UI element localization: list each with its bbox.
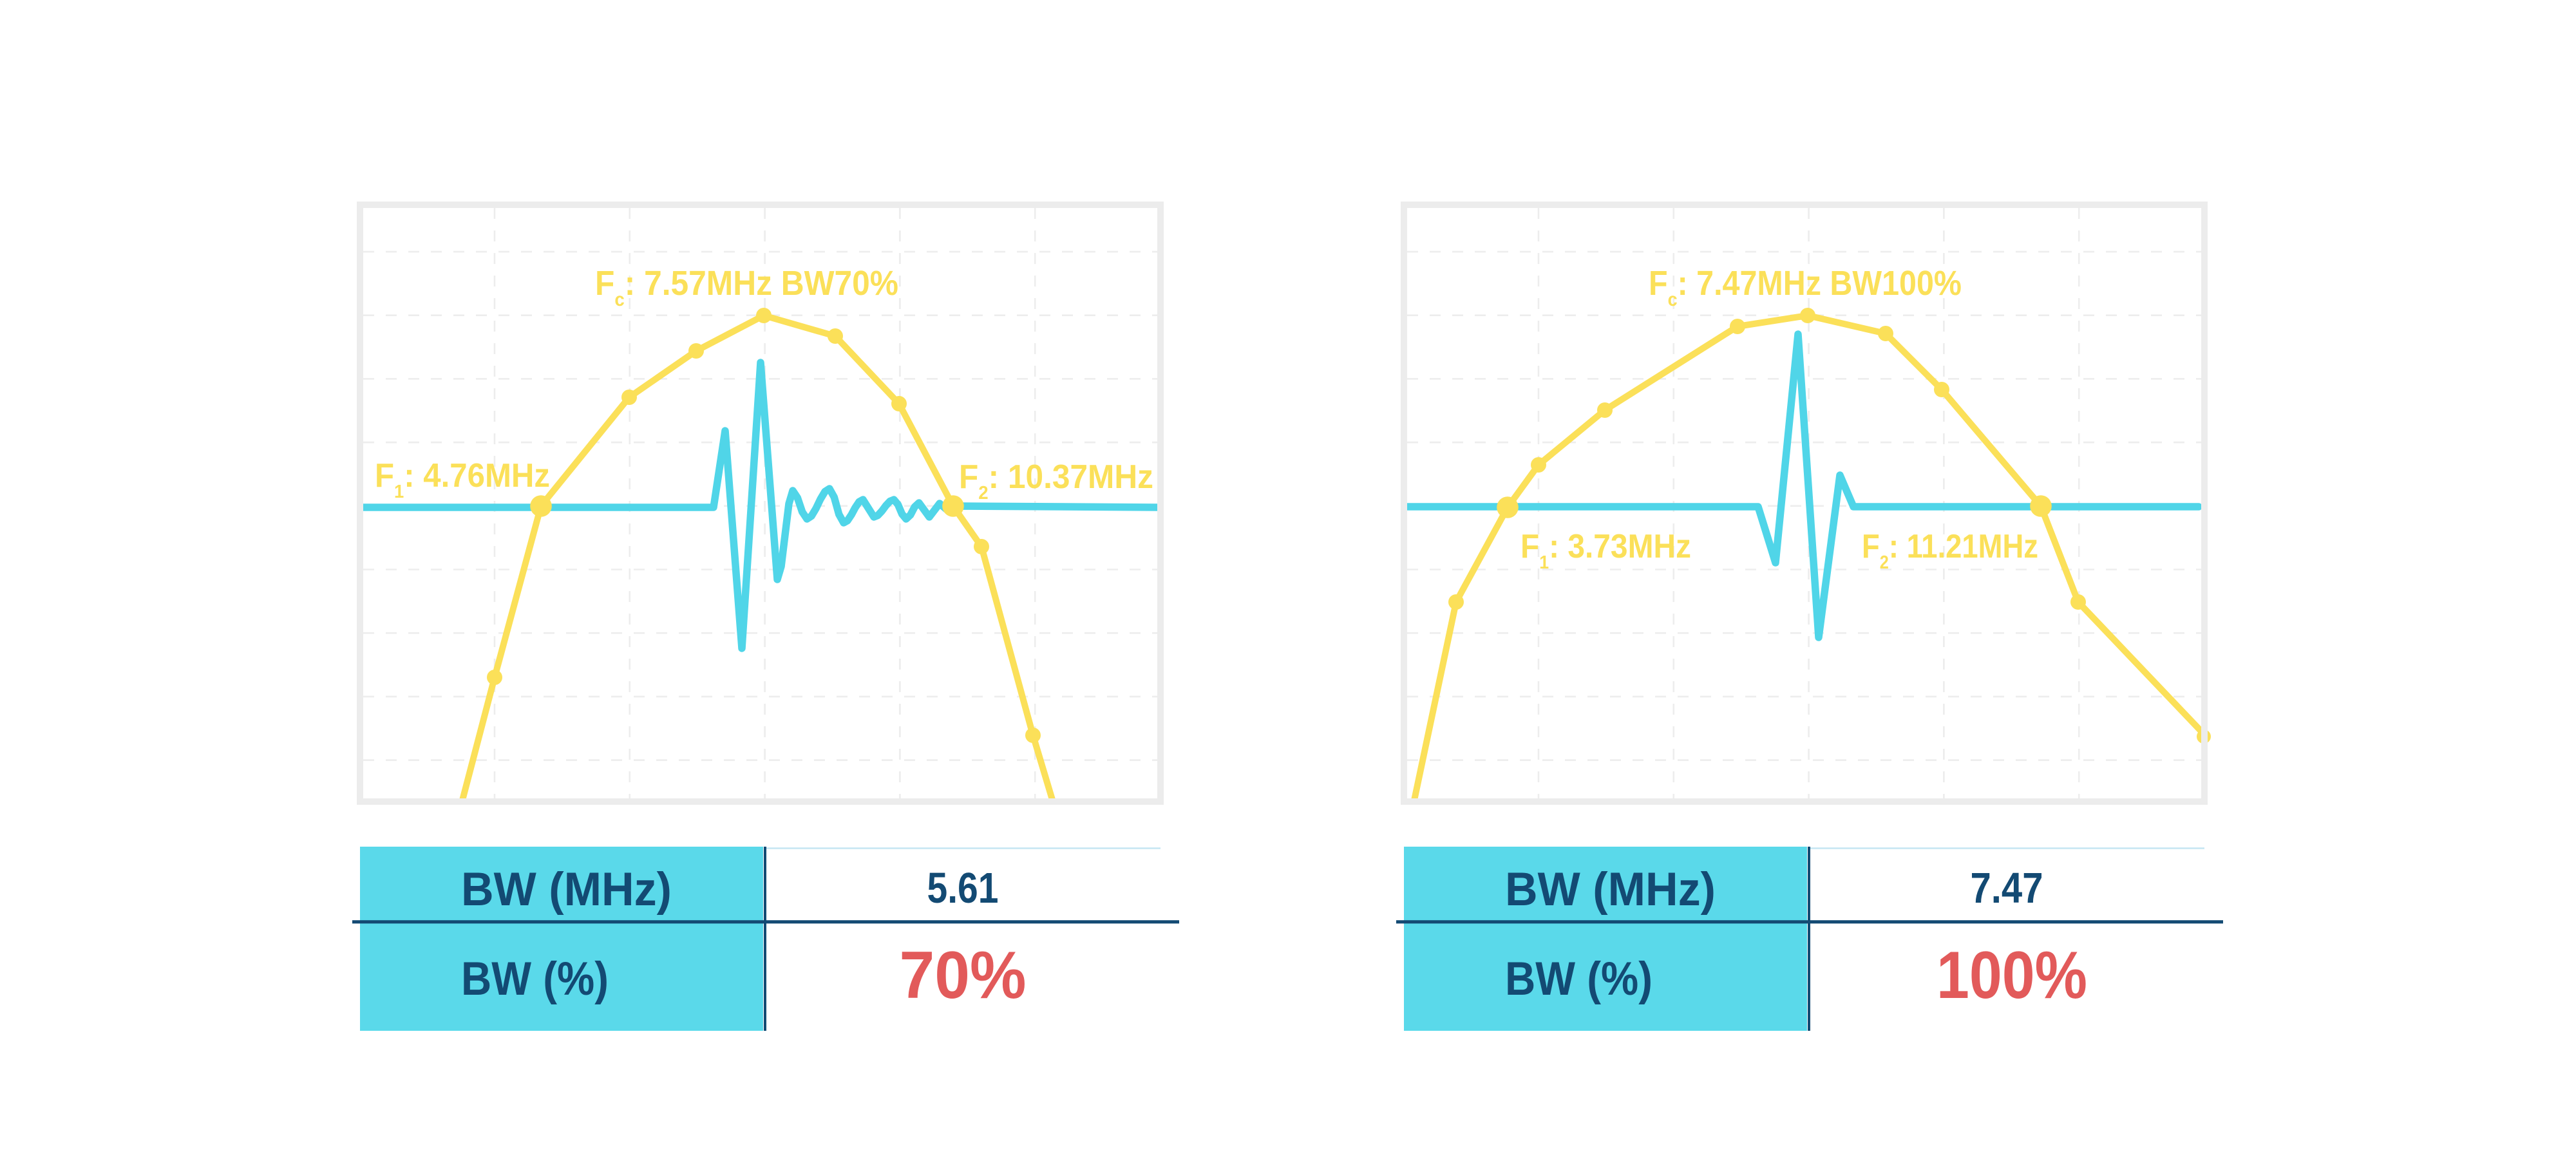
svg-text:5.61: 5.61 [927,864,999,912]
svg-text:BW (MHz): BW (MHz) [1505,863,1716,916]
svg-text:Fc: 7.47MHz BW100%: Fc: 7.47MHz BW100% [1649,264,1962,310]
svg-text:70%: 70% [900,938,1027,1013]
svg-text:Fc: 7.57MHz BW70%: Fc: 7.57MHz BW70% [595,264,898,310]
svg-text:BW (%): BW (%) [1505,953,1653,1005]
svg-text:BW (MHz): BW (MHz) [461,863,672,916]
svg-text:7.47: 7.47 [1971,864,2043,912]
svg-text:100%: 100% [1937,938,2087,1013]
svg-text:BW (%): BW (%) [461,953,609,1005]
svg-text:F1: 3.73MHz: F1: 3.73MHz [1520,528,1691,573]
svg-text:F1: 4.76MHz: F1: 4.76MHz [375,457,550,502]
svg-text:F2: 10.37MHz: F2: 10.37MHz [959,458,1153,503]
svg-text:F2: 11.21MHz: F2: 11.21MHz [1862,528,2038,573]
